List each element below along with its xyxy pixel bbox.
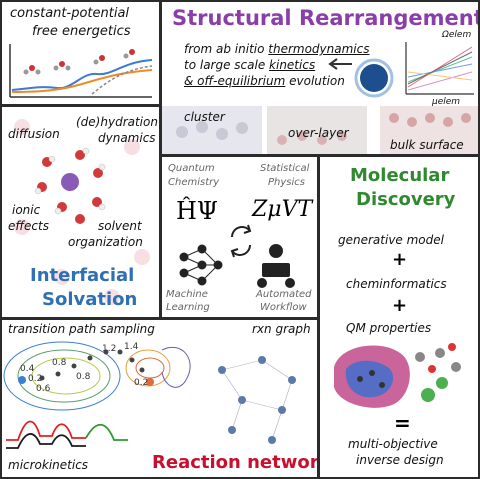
structural-line-2: to large scale kinetics [184, 58, 315, 72]
molecular-panel: Molecular Discovery generative model + c… [320, 157, 478, 477]
structural-art [162, 42, 478, 154]
wf-label-2: Workflow [260, 302, 307, 313]
equals-sign: = [394, 411, 411, 435]
result-line-1: multi-objective [348, 437, 438, 451]
plus-2: + [392, 295, 408, 316]
structural-line-1-emph: thermodynamics [268, 42, 370, 56]
quantum-label-2: Chemistry [168, 177, 220, 188]
contour-label-7: 1.2 [102, 344, 117, 354]
solv-label-solvent: solvent [98, 219, 142, 233]
contour-label-4: 0.2 [28, 374, 43, 384]
transition-path [18, 349, 154, 386]
reaction-art [3, 341, 296, 449]
item-qm: QM properties [346, 321, 432, 335]
contour-label-8: 1.4 [124, 342, 139, 352]
solv-label-dehydration: (de)hydration [76, 115, 158, 129]
tps-label: transition path sampling [8, 322, 155, 336]
cycle-icon [230, 224, 252, 258]
structural-line-1-prefix: from ab initio [184, 42, 269, 56]
microkinetics-label: microkinetics [8, 458, 89, 472]
methods-panel: Quantum Chemistry Statistical Physics ĤΨ… [162, 157, 317, 317]
label-bulk-surface: bulk surface [390, 138, 464, 152]
stat-label-1: Statistical [260, 163, 310, 174]
hamiltonian-symbol: ĤΨ [176, 197, 218, 225]
microkinetics-profile [6, 420, 128, 449]
free-energetics-title-2: free energetics [32, 24, 131, 39]
solv-label-dynamics: dynamics [98, 131, 156, 145]
contour-label-3: 0.4 [20, 364, 35, 374]
structural-title: Structural Rearrangement [172, 6, 478, 30]
molecular-title-1: Molecular [350, 165, 450, 186]
reaction-panel: transition path sampling rxn graph 0.8 0… [2, 320, 317, 477]
solvation-title-2: Solvation [42, 289, 138, 310]
stat-label-2: Physics [268, 177, 305, 188]
workflow-icon [257, 244, 295, 288]
axis-mu-label: μelem [432, 97, 461, 107]
wf-label-1: Automated [256, 289, 312, 300]
structural-panel: Structural Rearrangement from ab initio … [162, 2, 478, 154]
neural-net-icon [179, 244, 223, 286]
ml-label-1: Machine [166, 289, 208, 300]
quantum-label-1: Quantum [168, 163, 215, 174]
solv-label-diffusion: diffusion [8, 127, 60, 141]
label-over-layer: over-layer [288, 126, 349, 140]
solv-label-effects: effects [8, 219, 49, 233]
structural-line-2-prefix: to large scale [184, 58, 270, 72]
solvation-panel: (de)hydration dynamics diffusion ionic e… [2, 107, 159, 317]
contour-label-5: 0.2 [134, 378, 149, 388]
free-energetics-panel: constant-potential free energetics [2, 2, 159, 104]
free-energy-plot [9, 44, 153, 98]
item-generative: generative model [338, 233, 444, 247]
contour-label-6: 0.8 [76, 372, 91, 382]
rxn-graph [221, 359, 293, 441]
rxn-graph-label: rxn graph [252, 322, 311, 336]
solv-label-organization: organization [68, 235, 143, 249]
methods-art [179, 224, 295, 288]
label-cluster: cluster [184, 110, 225, 124]
ml-label-2: Learning [166, 302, 210, 313]
partition-symbol: ZμVT [252, 197, 313, 222]
axis-omega-label: Ωelem [442, 30, 472, 40]
structural-line-3: & off-equilibrium evolution [184, 74, 345, 88]
molecular-title-2: Discovery [356, 189, 456, 210]
structural-line-3-emph: & off-equilibrium [184, 74, 286, 88]
structural-line-3-suffix: evolution [285, 74, 345, 88]
contour-label-1: 0.8 [52, 358, 67, 368]
solvation-title-1: Interfacial [30, 265, 135, 286]
contour-label-2: 0.6 [36, 384, 51, 394]
plus-1: + [392, 249, 408, 270]
structural-line-1: from ab initio thermodynamics [184, 42, 369, 56]
free-energetics-title-1: constant-potential [10, 6, 130, 21]
item-cheminformatics: cheminformatics [346, 277, 447, 291]
solv-label-ionic: ionic [12, 203, 41, 217]
structural-line-2-emph: kinetics [269, 58, 316, 72]
reaction-title: Reaction network [152, 452, 317, 473]
result-line-2: inverse design [356, 453, 444, 467]
molecular-art [334, 343, 461, 408]
solvation-art [14, 119, 150, 305]
